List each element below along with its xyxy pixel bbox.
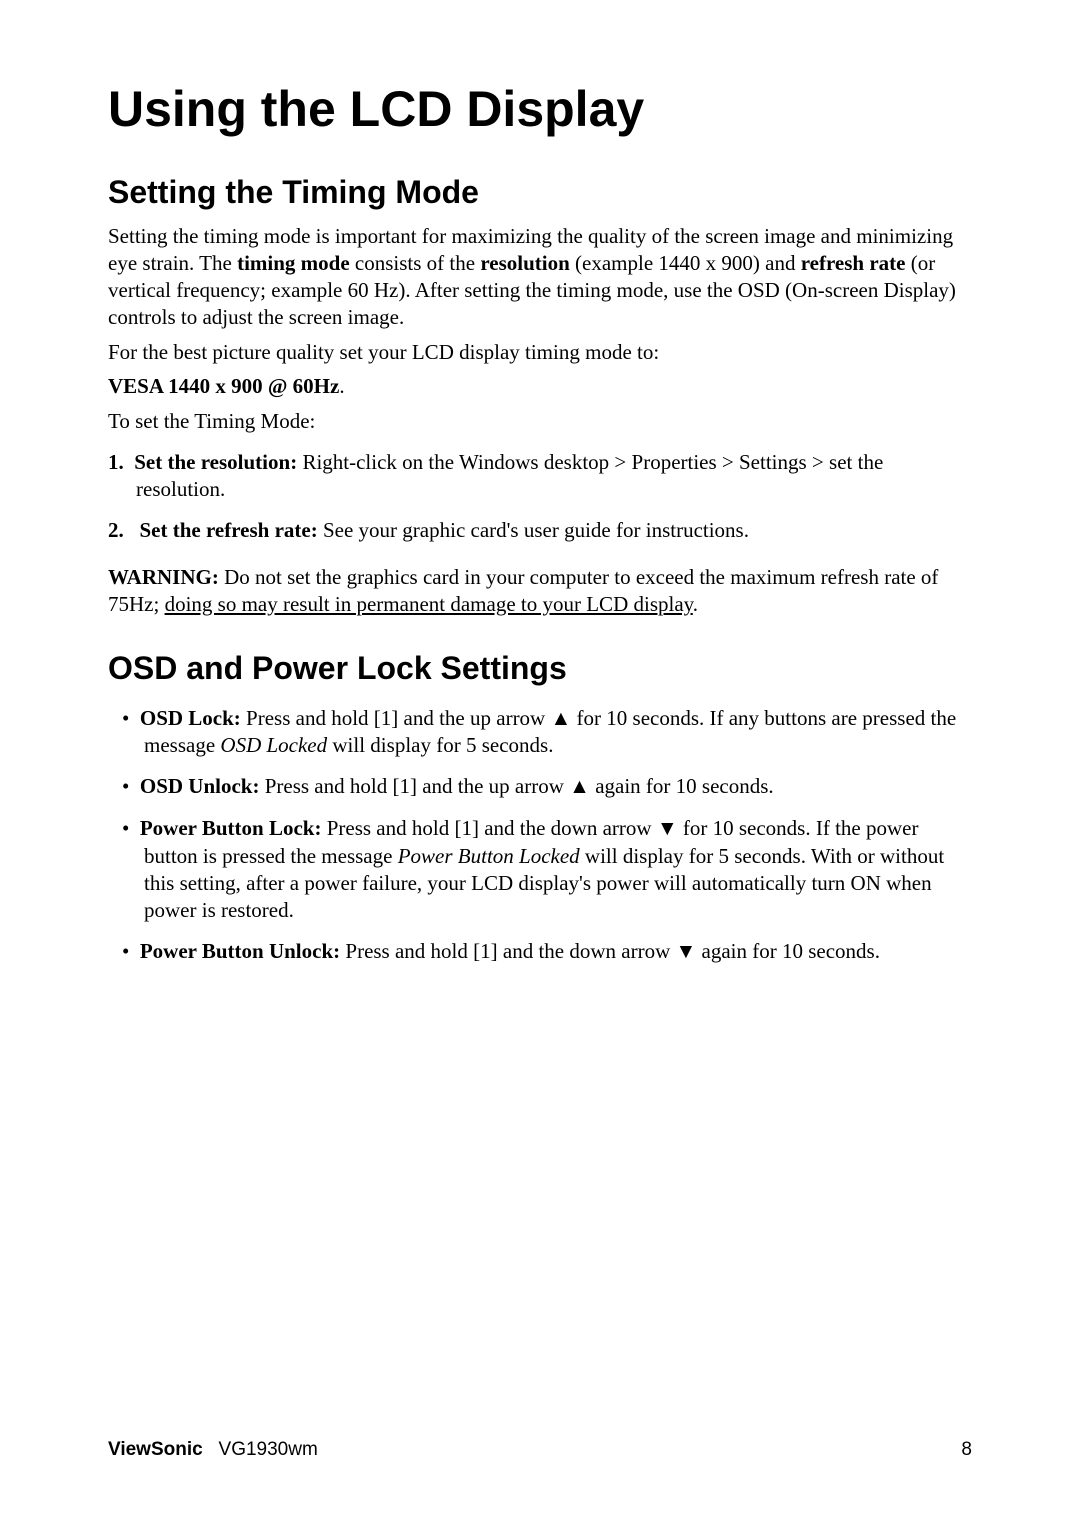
bullet-icon: • [122,774,129,798]
section-heading-osd: OSD and Power Lock Settings [108,650,972,687]
power-lock-pre: Press and hold [1] and the down arrow [321,816,656,840]
warning-period: . [693,592,698,616]
osd-lock-pre: Press and hold [1] and the up arrow [241,706,551,730]
intro-mid1: consists of the [350,251,481,275]
osd-item-power-lock: • Power Button Lock: Press and hold [1] … [116,815,972,924]
step-2-rest: See your graphic card's user guide for i… [318,518,749,542]
osd-lock-label: OSD Lock: [140,706,241,730]
step-1-num: 1. [108,450,124,474]
osd-lock-post: will display for 5 seconds. [327,733,553,757]
warning-paragraph: WARNING: Do not set the graphics card in… [108,564,972,618]
footer-page-number: 8 [961,1439,972,1461]
intro-paragraph: Setting the timing mode is important for… [108,223,972,331]
bullet-icon: • [122,706,129,730]
power-lock-label: Power Button Lock: [140,816,322,840]
power-unlock-pre: Press and hold [1] and the down arrow [340,939,675,963]
osd-item-lock: • OSD Lock: Press and hold [1] and the u… [116,705,972,760]
page-footer: ViewSonic VG1930wm 8 [108,1439,972,1461]
warning-underline: doing so may result in permanent damage … [165,592,693,616]
footer-left: ViewSonic VG1930wm [108,1439,318,1461]
osd-unlock-mid: again for 10 seconds. [590,774,774,798]
page-title: Using the LCD Display [108,80,972,138]
osd-item-unlock: • OSD Unlock: Press and hold [1] and the… [116,773,972,801]
footer-model: VG1930wm [219,1439,318,1460]
footer-brand: ViewSonic [108,1439,203,1460]
osd-unlock-label: OSD Unlock: [140,774,260,798]
step-1-label: Set the resolution: [134,450,297,474]
step-2-num: 2. [108,518,124,542]
power-unlock-mid: again for 10 seconds. [696,939,880,963]
vesa-bold: VESA 1440 x 900 @ 60Hz [108,374,339,398]
quality-line: For the best picture quality set your LC… [108,339,972,366]
step-1: 1. Set the resolution: Right-click on th… [108,449,972,503]
down-arrow-icon: ▼ [657,817,678,840]
bullet-icon: • [122,939,129,963]
steps-list: 1. Set the resolution: Right-click on th… [108,449,972,544]
power-unlock-label: Power Button Unlock: [140,939,340,963]
intro-timing-mode-bold: timing mode [237,251,350,275]
to-set-line: To set the Timing Mode: [108,408,972,435]
up-arrow-icon: ▲ [569,775,590,798]
intro-resolution-bold: resolution [480,251,569,275]
osd-lock-italic: OSD Locked [220,733,327,757]
intro-mid2: (example 1440 x 900) and [570,251,801,275]
step-2: 2. Set the refresh rate: See your graphi… [108,517,972,544]
osd-item-power-unlock: • Power Button Unlock: Press and hold [1… [116,938,972,966]
down-arrow-icon: ▼ [675,940,696,963]
osd-unlock-pre: Press and hold [1] and the up arrow [259,774,569,798]
vesa-line: VESA 1440 x 900 @ 60Hz. [108,373,972,400]
warning-label: WARNING: [108,565,219,589]
intro-refresh-rate-bold: refresh rate [801,251,906,275]
osd-list: • OSD Lock: Press and hold [1] and the u… [108,705,972,966]
bullet-icon: • [122,816,129,840]
step-2-label: Set the refresh rate: [134,518,317,542]
vesa-period: . [339,374,344,398]
section-heading-timing-mode: Setting the Timing Mode [108,174,972,211]
power-lock-italic: Power Button Locked [398,844,580,868]
up-arrow-icon: ▲ [550,707,571,730]
